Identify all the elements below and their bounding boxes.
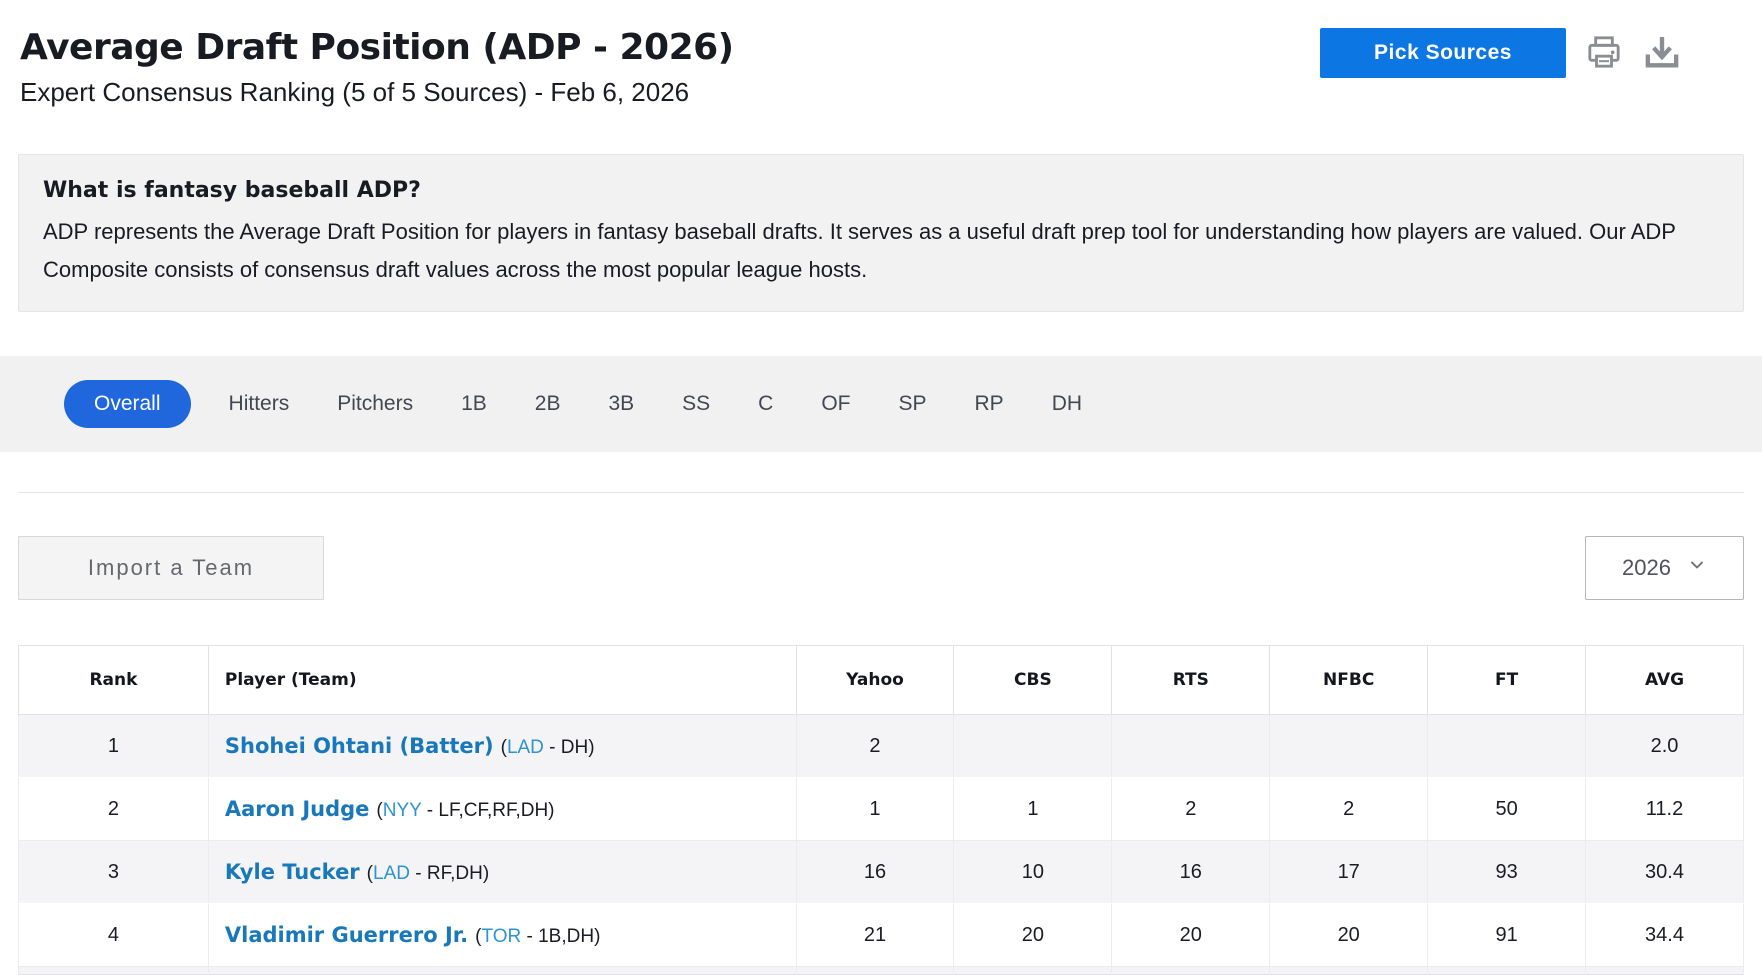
team-link[interactable]: LAD bbox=[506, 736, 544, 758]
table-row: 2 Aaron Judge (NYY - LF,CF,RF,DH) 1 1 2 2… bbox=[18, 777, 1744, 841]
nfbc-cell: 2 bbox=[1269, 777, 1429, 841]
page-title: Average Draft Position (ADP - 2026) bbox=[20, 27, 734, 68]
chevron-down-icon bbox=[1687, 555, 1707, 581]
player-team-positions: (LAD - DH) bbox=[500, 736, 595, 758]
column-header-rank: Rank bbox=[18, 645, 209, 715]
print-button[interactable] bbox=[1584, 32, 1624, 75]
team-link[interactable]: TOR bbox=[481, 925, 522, 947]
rank-cell: 1 bbox=[18, 714, 209, 778]
yahoo-cell: 1 bbox=[795, 777, 955, 841]
player-team-positions: (NYY - LF,CF,RF,DH) bbox=[376, 799, 555, 821]
page-subtitle: Expert Consensus Ranking (5 of 5 Sources… bbox=[20, 77, 690, 107]
rank-cell: 2 bbox=[18, 777, 209, 841]
table-row bbox=[18, 966, 1744, 975]
ft-cell: 91 bbox=[1427, 903, 1587, 967]
yahoo-cell: 21 bbox=[795, 903, 955, 967]
team-link[interactable]: NYY bbox=[382, 799, 422, 821]
tab-pitchers[interactable]: Pitchers bbox=[337, 392, 414, 415]
tab-dh[interactable]: DH bbox=[1051, 392, 1083, 415]
page-header: Average Draft Position (ADP - 2026) Expe… bbox=[18, 26, 1744, 110]
section-divider bbox=[18, 492, 1744, 493]
year-select[interactable]: 2026 bbox=[1585, 536, 1744, 600]
player-cell: Kyle Tucker (LAD - RF,DH) bbox=[207, 840, 797, 904]
tab-of[interactable]: OF bbox=[821, 392, 851, 415]
position-filter-bar: Overall Hitters Pitchers 1B 2B 3B SS C O… bbox=[0, 356, 1762, 452]
player-link[interactable]: Shohei Ohtani (Batter) bbox=[224, 733, 494, 758]
tab-ss[interactable]: SS bbox=[682, 392, 711, 415]
pick-sources-button[interactable]: Pick Sources bbox=[1320, 28, 1566, 78]
player-link[interactable]: Kyle Tucker bbox=[224, 859, 360, 884]
download-icon bbox=[1642, 32, 1682, 75]
column-header-avg: AVG bbox=[1585, 645, 1744, 715]
avg-cell: 30.4 bbox=[1585, 840, 1744, 904]
printer-icon bbox=[1584, 32, 1624, 75]
rts-cell: 16 bbox=[1111, 840, 1271, 904]
player-cell: Shohei Ohtani (Batter) (LAD - DH) bbox=[207, 714, 797, 778]
rts-cell bbox=[1111, 714, 1271, 778]
import-team-button[interactable]: Import a Team bbox=[18, 536, 324, 600]
info-heading: What is fantasy baseball ADP? bbox=[43, 178, 421, 203]
ft-cell: 93 bbox=[1427, 840, 1587, 904]
column-header-cbs: CBS bbox=[953, 645, 1113, 715]
avg-cell: 11.2 bbox=[1585, 777, 1744, 841]
player-team-positions: (LAD - RF,DH) bbox=[366, 862, 490, 884]
table-row: 3 Kyle Tucker (LAD - RF,DH) 16 10 16 17 9… bbox=[18, 840, 1744, 904]
column-header-player: Player (Team) bbox=[207, 645, 797, 715]
table-row: 4 Vladimir Guerrero Jr. (TOR - 1B,DH) 21 … bbox=[18, 903, 1744, 967]
nfbc-cell bbox=[1269, 714, 1429, 778]
yahoo-cell: 2 bbox=[795, 714, 955, 778]
tab-overall[interactable]: Overall bbox=[64, 380, 191, 428]
column-header-yahoo: Yahoo bbox=[795, 645, 955, 715]
avg-cell: 2.0 bbox=[1585, 714, 1744, 778]
ft-cell bbox=[1427, 714, 1587, 778]
rts-cell: 20 bbox=[1111, 903, 1271, 967]
tab-1b[interactable]: 1B bbox=[461, 392, 487, 415]
nfbc-cell: 20 bbox=[1269, 903, 1429, 967]
adp-info-box: What is fantasy baseball ADP? ADP repres… bbox=[18, 154, 1744, 312]
tab-2b[interactable]: 2B bbox=[534, 392, 561, 415]
header-actions: Pick Sources bbox=[1320, 28, 1682, 78]
table-controls: Import a Team 2026 bbox=[18, 536, 1744, 600]
cbs-cell: 20 bbox=[953, 903, 1113, 967]
tab-rp[interactable]: RP bbox=[974, 392, 1004, 415]
table-header-row: Rank Player (Team) Yahoo CBS RTS NFBC FT… bbox=[18, 645, 1744, 715]
adp-table: Rank Player (Team) Yahoo CBS RTS NFBC FT… bbox=[18, 645, 1744, 975]
cbs-cell: 10 bbox=[953, 840, 1113, 904]
team-link[interactable]: LAD bbox=[373, 862, 410, 884]
info-body: ADP represents the Average Draft Positio… bbox=[43, 219, 1676, 282]
avg-cell: 34.4 bbox=[1585, 903, 1744, 967]
tab-sp[interactable]: SP bbox=[898, 392, 927, 415]
column-header-rts: RTS bbox=[1111, 645, 1271, 715]
player-cell: Aaron Judge (NYY - LF,CF,RF,DH) bbox=[207, 777, 797, 841]
rank-cell: 3 bbox=[18, 840, 209, 904]
table-row: 1 Shohei Ohtani (Batter) (LAD - DH) 2 2.0 bbox=[18, 714, 1744, 778]
yahoo-cell: 16 bbox=[795, 840, 955, 904]
player-cell: Vladimir Guerrero Jr. (TOR - 1B,DH) bbox=[207, 903, 797, 967]
column-header-nfbc: NFBC bbox=[1269, 645, 1429, 715]
player-link[interactable]: Aaron Judge bbox=[224, 796, 370, 821]
year-select-value: 2026 bbox=[1622, 555, 1671, 580]
rts-cell: 2 bbox=[1111, 777, 1271, 841]
ft-cell: 50 bbox=[1427, 777, 1587, 841]
rank-cell: 4 bbox=[18, 903, 209, 967]
player-link[interactable]: Vladimir Guerrero Jr. bbox=[224, 922, 469, 947]
download-button[interactable] bbox=[1642, 32, 1682, 75]
player-team-positions: (TOR - 1B,DH) bbox=[475, 925, 601, 947]
column-header-ft: FT bbox=[1427, 645, 1587, 715]
tab-c[interactable]: C bbox=[758, 392, 774, 415]
cbs-cell bbox=[953, 714, 1113, 778]
tab-3b[interactable]: 3B bbox=[608, 392, 635, 415]
nfbc-cell: 17 bbox=[1269, 840, 1429, 904]
title-block: Average Draft Position (ADP - 2026) Expe… bbox=[18, 26, 736, 110]
tab-hitters[interactable]: Hitters bbox=[228, 392, 290, 415]
cbs-cell: 1 bbox=[953, 777, 1113, 841]
